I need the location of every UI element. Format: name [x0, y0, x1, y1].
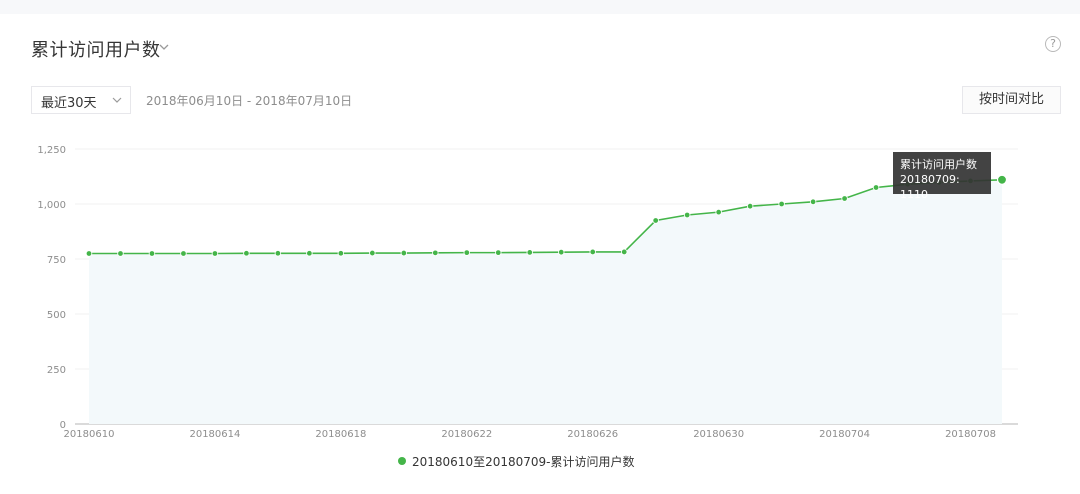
- area-fill: [89, 179, 1002, 424]
- tooltip-title: 累计访问用户数: [900, 158, 977, 171]
- data-point: [85, 250, 93, 257]
- data-point: [337, 250, 345, 257]
- data-point: [400, 249, 408, 257]
- date-range-text: 2018年06月10日 - 2018年07月10日: [146, 94, 353, 108]
- date-range-select[interactable]: 最近30天: [31, 86, 131, 114]
- data-point: [589, 248, 596, 256]
- y-tick-label: 1,000: [37, 200, 66, 211]
- legend-label: 20180610至20180709-累计访问用户数: [412, 455, 635, 469]
- help-icon[interactable]: ?: [1045, 36, 1061, 52]
- chevron-down-icon: [112, 97, 122, 103]
- data-point: [148, 250, 156, 257]
- data-point: [432, 249, 439, 257]
- date-range-select-label: 最近30天: [41, 96, 97, 111]
- chart-tooltip: 累计访问用户数 20180709: 1110: [893, 152, 991, 201]
- chart-legend[interactable]: 20180610至20180709-累计访问用户数: [398, 453, 635, 470]
- x-tick-label: 20180630: [693, 429, 744, 440]
- data-point: [180, 250, 187, 257]
- chevron-down-icon[interactable]: [158, 41, 170, 53]
- data-point: [526, 249, 533, 256]
- data-point: [306, 250, 313, 257]
- x-tick-label: 20180618: [315, 429, 366, 440]
- chart-card: 累计访问用户数 ? 最近30天 2018年06月10日 - 2018年07月10…: [0, 14, 1080, 494]
- data-point: [211, 250, 219, 257]
- legend-marker: [398, 457, 406, 465]
- x-tick-label: 20180622: [441, 429, 492, 440]
- data-point: [621, 248, 628, 256]
- data-point: [746, 202, 754, 210]
- y-tick-label: 0: [60, 420, 66, 431]
- data-point: [558, 248, 565, 256]
- series-line: [89, 179, 1003, 255]
- data-point: [369, 249, 376, 257]
- y-tick-label: 1,250: [37, 145, 66, 156]
- data-point: [872, 184, 880, 191]
- data-point: [652, 217, 659, 224]
- data-point: [243, 250, 250, 257]
- y-tick-label: 500: [47, 310, 66, 321]
- tooltip-value: 20180709: 1110: [900, 173, 960, 201]
- data-point: [841, 195, 848, 202]
- compare-by-time-button[interactable]: 按时间对比: [962, 86, 1061, 114]
- y-tick-label: 750: [47, 255, 66, 266]
- data-point: [495, 249, 502, 256]
- data-point: [778, 200, 785, 208]
- x-tick-label: 20180610: [64, 429, 115, 440]
- data-point: [809, 198, 817, 205]
- data-point: [463, 249, 470, 256]
- data-point: [996, 174, 1008, 185]
- x-tick-label: 20180626: [567, 429, 618, 440]
- line-chart: 0 250 500 750 1,000 1,250 20180610 20180614 2018…: [37, 145, 1018, 440]
- data-point: [683, 211, 691, 219]
- x-tick-label: 20180614: [189, 429, 240, 440]
- data-point: [715, 208, 722, 216]
- x-tick-label: 20180708: [945, 429, 996, 440]
- data-point: [274, 250, 282, 257]
- y-tick-label: 250: [47, 365, 66, 376]
- data-point: [117, 250, 124, 257]
- x-tick-label: 20180704: [819, 429, 870, 440]
- chart-title[interactable]: 累计访问用户数: [31, 40, 161, 61]
